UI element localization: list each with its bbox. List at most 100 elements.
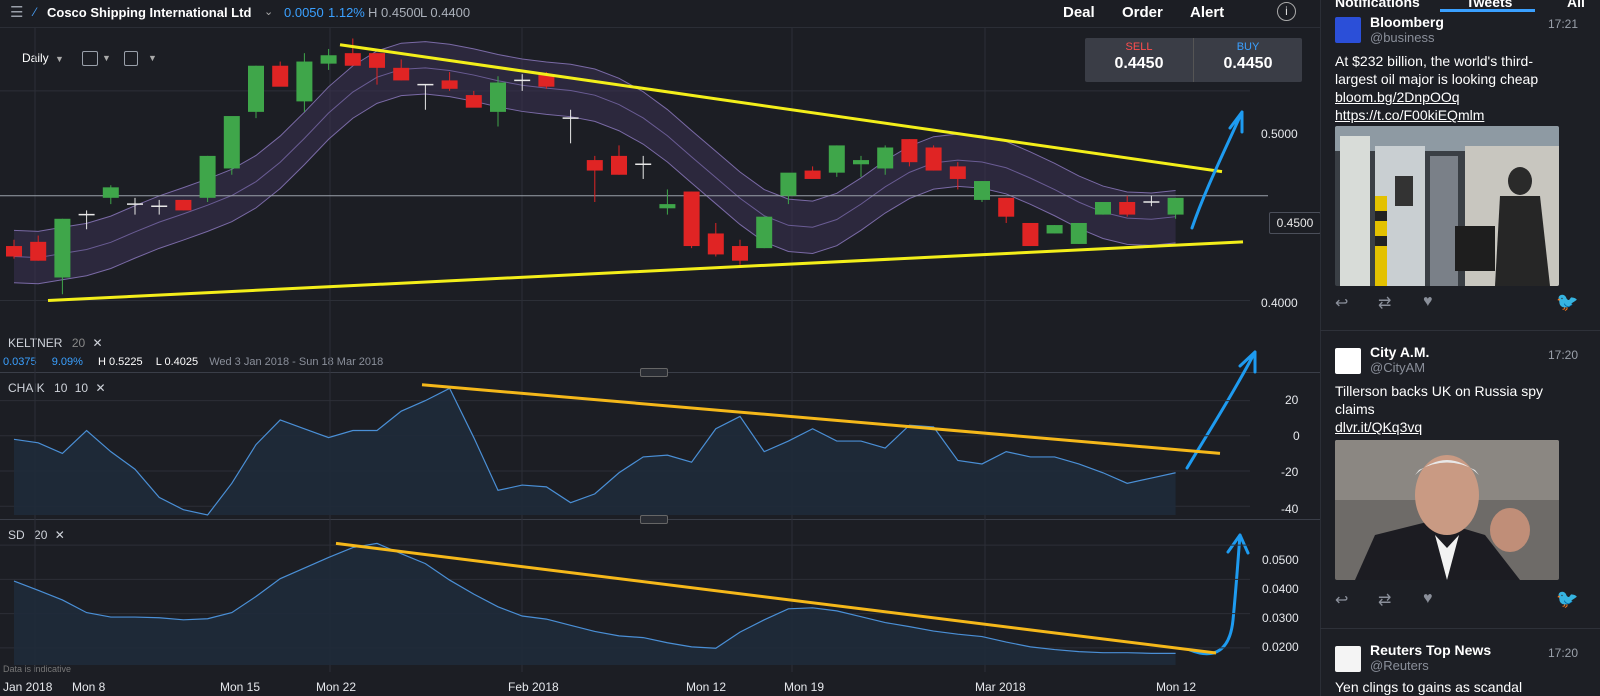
- sd-area: [14, 543, 1176, 665]
- candle-body: [248, 65, 264, 112]
- pane-resize-handle[interactable]: [640, 368, 668, 377]
- chaik-line: [13, 387, 1176, 516]
- x-axis-label: Mon 19: [784, 680, 825, 694]
- tweet-author[interactable]: Reuters Top News: [1370, 642, 1492, 658]
- candle-body: [611, 155, 627, 175]
- close-icon[interactable]: ✕: [95, 381, 106, 395]
- buy-label: BUY: [1236, 41, 1260, 53]
- keltner-middle: [13, 67, 1176, 259]
- close-icon[interactable]: ✕: [54, 528, 65, 542]
- candle-body: [369, 53, 385, 68]
- sd-line: [13, 542, 1176, 654]
- chevron-down-icon[interactable]: ⌄: [264, 6, 274, 18]
- candle-body: [199, 155, 216, 198]
- chaik-axis-label: 20: [1285, 393, 1299, 407]
- indicators-icon[interactable]: [124, 51, 138, 66]
- keltner-period: 20: [71, 336, 86, 350]
- info-icon[interactable]: i: [1277, 2, 1296, 21]
- divider: [1320, 330, 1600, 331]
- order-button[interactable]: Order: [1122, 4, 1163, 21]
- tab-tweets[interactable]: Tweets: [1466, 0, 1513, 10]
- candle-body: [538, 74, 555, 87]
- chaik-label: CHAIK: [8, 381, 45, 395]
- chaik-axis-label: 0: [1293, 429, 1300, 443]
- alert-button[interactable]: Alert: [1190, 4, 1225, 21]
- like-icon[interactable]: ♥: [1423, 293, 1433, 310]
- x-axis-label: Feb 2018: [508, 680, 559, 694]
- tweet-text: At $232 billion, the world's third-large…: [1335, 53, 1539, 87]
- annotation-arrow: [1188, 533, 1250, 656]
- candle-body: [6, 246, 22, 257]
- tab-all[interactable]: All: [1567, 0, 1585, 10]
- date-range: Wed 3 Jan 2018 - Sun 18 Mar 2018: [209, 356, 384, 368]
- avatar[interactable]: [1335, 17, 1361, 43]
- reply-icon[interactable]: ↩: [1335, 592, 1349, 609]
- pane-resize-handle[interactable]: [640, 515, 668, 524]
- tweet-handle[interactable]: @business: [1370, 30, 1435, 45]
- candle-body: [804, 170, 821, 179]
- buy-price: 0.4450: [1223, 55, 1273, 72]
- tweet-author[interactable]: City A.M.: [1370, 344, 1430, 360]
- tweet-link[interactable]: bloom.bg/2DnpOOq: [1335, 89, 1460, 105]
- candle-body: [780, 172, 797, 196]
- buy-button[interactable]: BUY 0.4450: [1194, 38, 1302, 82]
- instrument-name[interactable]: Cosco Shipping International Ltd: [47, 5, 252, 20]
- tweet-header: Reuters Top News @Reuters: [1370, 642, 1600, 673]
- keltner-band: [14, 41, 1176, 284]
- price-axis-label: 0.4000: [1261, 296, 1298, 310]
- pencil-icon[interactable]: ⁄: [34, 5, 37, 19]
- avatar[interactable]: [1335, 646, 1361, 672]
- retweet-icon[interactable]: ⇄: [1378, 592, 1392, 609]
- like-icon[interactable]: ♥: [1423, 590, 1433, 607]
- stat-pct: 9.09%: [51, 356, 83, 368]
- reply-icon[interactable]: ↩: [1335, 295, 1349, 312]
- candle-body: [102, 187, 119, 198]
- tweet-body: Yen clings to gains as scandal: [1335, 678, 1565, 696]
- stat-low: L 0.4025: [155, 356, 199, 368]
- chevron-down-icon[interactable]: ▼: [148, 53, 157, 63]
- tweet-text: Tillerson backs UK on Russia spy claims: [1335, 383, 1544, 417]
- tweet-author[interactable]: Bloomberg: [1370, 14, 1444, 30]
- tweet-handle[interactable]: @CityAM: [1370, 360, 1426, 375]
- tweet-time: 17:20: [1547, 348, 1578, 362]
- x-axis-label: Mon 22: [316, 680, 357, 694]
- candle-body: [925, 147, 942, 171]
- candle-body: [1167, 197, 1184, 215]
- chaik-axis-label: -20: [1281, 465, 1299, 479]
- stat-high: H 0.5225: [97, 356, 143, 368]
- tweet-link[interactable]: dlvr.it/QKq3vq: [1335, 419, 1423, 435]
- deal-button[interactable]: Deal: [1063, 4, 1095, 21]
- candle-body: [296, 61, 313, 102]
- chart-type-icon[interactable]: [82, 51, 98, 66]
- candle-body: [344, 53, 361, 66]
- tab-notifications[interactable]: Notifications: [1335, 0, 1420, 10]
- hamburger-icon[interactable]: ☰: [10, 4, 24, 21]
- price-change-pct: 1.12%: [328, 5, 365, 20]
- tweet-handle[interactable]: @Reuters: [1370, 658, 1429, 673]
- close-icon[interactable]: ✕: [92, 336, 103, 350]
- tweet-header: Bloomberg @business: [1370, 14, 1600, 45]
- candle-body: [828, 145, 845, 173]
- avatar[interactable]: [1335, 348, 1361, 374]
- candle-body: [732, 246, 748, 261]
- twitter-bird-icon[interactable]: 🐦: [1556, 589, 1579, 609]
- candle-body: [393, 67, 410, 81]
- chevron-down-icon[interactable]: ▼: [102, 53, 111, 63]
- candle-body: [586, 160, 603, 171]
- chart-canvas[interactable]: [0, 0, 1320, 696]
- x-axis-label: Mon 15: [220, 680, 261, 694]
- tweet-image[interactable]: [1335, 440, 1559, 580]
- retweet-icon[interactable]: ⇄: [1378, 295, 1392, 312]
- price-change: 0.0050: [284, 5, 324, 20]
- x-axis-label: Mar 2018: [975, 680, 1026, 694]
- twitter-bird-icon[interactable]: 🐦: [1556, 292, 1579, 312]
- candle-body: [756, 216, 773, 249]
- tweet-image[interactable]: [1335, 126, 1559, 286]
- candle-body: [707, 233, 724, 255]
- sd-axis-label: 0.0400: [1262, 582, 1299, 596]
- tweet-link[interactable]: https://t.co/F00kiEQmlm: [1335, 107, 1485, 123]
- trade-ticket: SELL 0.4450 BUY 0.4450: [1085, 38, 1302, 82]
- tweet-time: 17:21: [1547, 17, 1578, 31]
- sell-button[interactable]: SELL 0.4450: [1085, 38, 1194, 82]
- chaik-area: [14, 388, 1176, 515]
